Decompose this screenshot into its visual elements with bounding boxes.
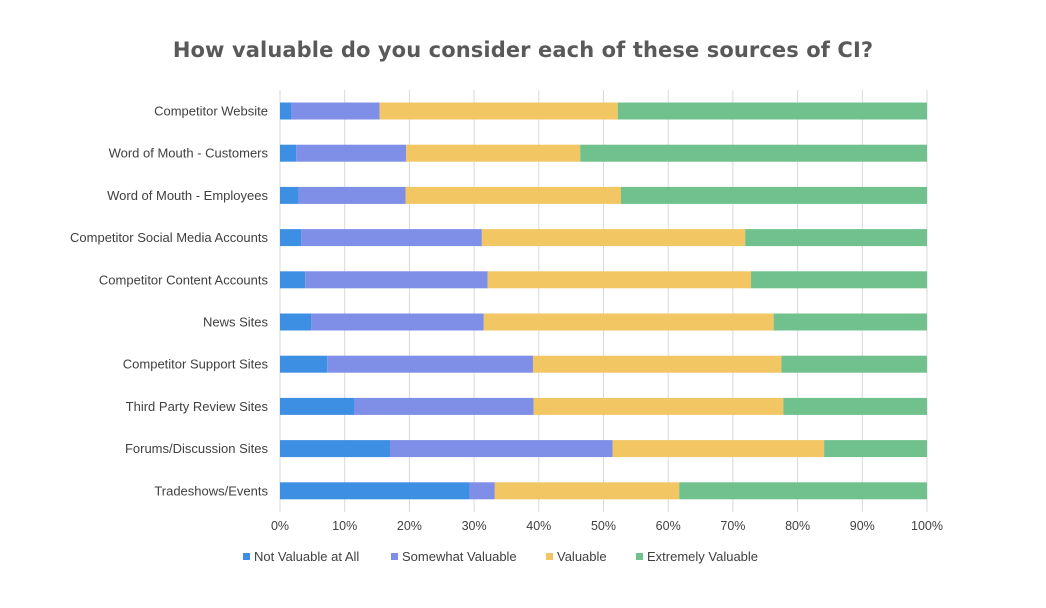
bar-segment-not-valuable-at-all bbox=[280, 397, 355, 415]
x-tick-label: 70% bbox=[720, 519, 745, 533]
bar-segment-extremely-valuable bbox=[580, 144, 927, 162]
bar-segment-valuable bbox=[532, 355, 782, 373]
bar-segment-not-valuable-at-all bbox=[280, 271, 306, 289]
bar-segment-not-valuable-at-all bbox=[280, 355, 328, 373]
bar-segment-somewhat-valuable bbox=[327, 355, 533, 373]
category-label: News Sites bbox=[203, 315, 269, 330]
category-label: Third Party Review Sites bbox=[126, 399, 269, 414]
bar-segment-extremely-valuable bbox=[751, 271, 927, 289]
bar-segment-valuable bbox=[405, 186, 621, 204]
category-label: Word of Mouth - Employees bbox=[107, 188, 268, 203]
bar-segment-extremely-valuable bbox=[679, 482, 927, 500]
bar-segment-extremely-valuable bbox=[824, 440, 927, 458]
category-label: Tradeshows/Events bbox=[154, 483, 268, 498]
category-label: Competitor Support Sites bbox=[123, 357, 269, 372]
bar-segment-not-valuable-at-all bbox=[280, 313, 312, 331]
legend-swatch bbox=[636, 553, 643, 560]
bar-segment-somewhat-valuable bbox=[301, 229, 482, 247]
bar-segment-valuable bbox=[483, 313, 774, 331]
bar-segment-extremely-valuable bbox=[745, 229, 927, 247]
bar-segment-valuable bbox=[494, 482, 680, 500]
legend-label: Extremely Valuable bbox=[647, 549, 758, 564]
bar-segment-somewhat-valuable bbox=[354, 397, 534, 415]
bar-segment-somewhat-valuable bbox=[311, 313, 484, 331]
bar-segment-not-valuable-at-all bbox=[280, 440, 390, 458]
category-labels: Competitor Website Word of Mouth - Custom… bbox=[70, 104, 268, 499]
chart-title: How valuable do you consider each of the… bbox=[172, 38, 874, 62]
legend-swatch bbox=[546, 553, 553, 560]
x-tick-label: 100% bbox=[911, 519, 943, 533]
bar-segment-valuable bbox=[406, 144, 581, 162]
bar-segment-extremely-valuable bbox=[617, 102, 927, 120]
legend-label: Not Valuable at All bbox=[254, 549, 359, 564]
category-label: Competitor Content Accounts bbox=[99, 272, 269, 287]
bar-segment-not-valuable-at-all bbox=[280, 229, 302, 247]
bar-segment-extremely-valuable bbox=[620, 186, 927, 204]
bar-segment-valuable bbox=[487, 271, 752, 289]
x-tick-label: 10% bbox=[332, 519, 357, 533]
bar-segment-somewhat-valuable bbox=[290, 102, 380, 120]
category-label: Forums/Discussion Sites bbox=[125, 441, 269, 456]
category-label: Competitor Website bbox=[154, 104, 268, 119]
x-tick-label: 30% bbox=[462, 519, 487, 533]
x-tick-label: 90% bbox=[850, 519, 875, 533]
x-tick-label: 40% bbox=[526, 519, 551, 533]
x-tick-label: 20% bbox=[397, 519, 422, 533]
bars bbox=[280, 102, 927, 500]
bar-segment-valuable bbox=[533, 397, 784, 415]
x-tick-label: 0% bbox=[271, 519, 289, 533]
legend-label: Somewhat Valuable bbox=[402, 549, 517, 564]
category-label: Competitor Social Media Accounts bbox=[70, 230, 268, 245]
x-tick-label: 80% bbox=[785, 519, 810, 533]
x-axis-ticks: 0% 10% 20% 30% 40% 50% 60% 70% 80% 90% 100% bbox=[271, 519, 943, 533]
bar-segment-valuable bbox=[379, 102, 618, 120]
bar-segment-extremely-valuable bbox=[773, 313, 927, 331]
bar-segment-not-valuable-at-all bbox=[280, 144, 297, 162]
bar-segment-extremely-valuable bbox=[781, 355, 927, 373]
bar-segment-somewhat-valuable bbox=[469, 482, 495, 500]
bar-segment-somewhat-valuable bbox=[296, 144, 407, 162]
bar-segment-valuable bbox=[481, 229, 746, 247]
x-tick-label: 60% bbox=[656, 519, 681, 533]
x-tick-label: 50% bbox=[591, 519, 616, 533]
category-label: Word of Mouth - Customers bbox=[109, 146, 269, 161]
bar-segment-not-valuable-at-all bbox=[280, 102, 291, 120]
legend-label: Valuable bbox=[557, 549, 607, 564]
bar-segment-not-valuable-at-all bbox=[280, 482, 470, 500]
bar-segment-extremely-valuable bbox=[783, 397, 927, 415]
bar-segment-not-valuable-at-all bbox=[280, 186, 299, 204]
bar-segment-somewhat-valuable bbox=[298, 186, 406, 204]
legend: Not Valuable at All Somewhat Valuable Valu… bbox=[243, 549, 758, 564]
bar-segment-somewhat-valuable bbox=[389, 440, 613, 458]
legend-swatch bbox=[391, 553, 398, 560]
legend-swatch bbox=[243, 553, 250, 560]
bar-segment-valuable bbox=[612, 440, 825, 458]
bar-segment-somewhat-valuable bbox=[305, 271, 488, 289]
